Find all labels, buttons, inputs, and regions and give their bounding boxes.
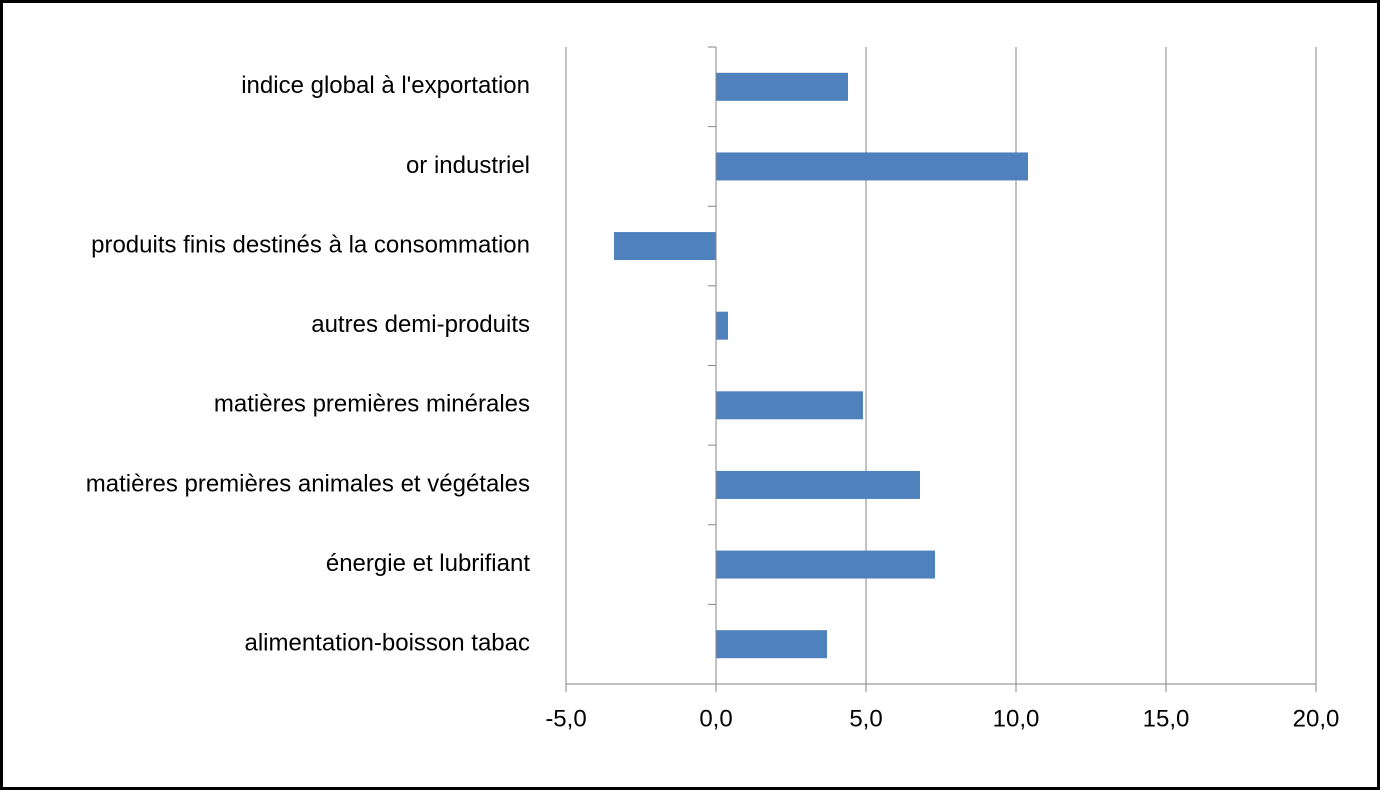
bar (716, 72, 848, 101)
y-tick-label: alimentation-boisson tabac (244, 630, 530, 657)
y-tick-label: autres demi-produits (311, 311, 530, 338)
x-tick-label: 5,0 (849, 705, 882, 732)
x-tick-label: -5,0 (545, 705, 586, 732)
x-tick-label: 15,0 (1143, 705, 1190, 732)
y-tick-label: matières premières animales et végétales (86, 470, 530, 497)
bar (716, 630, 827, 659)
x-tick-label: 10,0 (993, 705, 1040, 732)
bar (614, 232, 716, 261)
y-tick-label: matières premières minérales (214, 391, 530, 418)
bar (716, 391, 863, 420)
bar (716, 550, 935, 579)
y-tick-label: produits finis destinés à la consommatio… (91, 231, 530, 258)
x-tick-label: 0,0 (699, 705, 732, 732)
bar (716, 152, 1028, 181)
y-tick-label: indice global à l'exportation (241, 72, 530, 99)
bar (716, 470, 920, 499)
y-tick-label: énergie et lubrifiant (326, 550, 530, 577)
y-tick-label: or industriel (406, 152, 530, 179)
bar (716, 311, 728, 340)
x-tick-label: 20,0 (1293, 705, 1340, 732)
